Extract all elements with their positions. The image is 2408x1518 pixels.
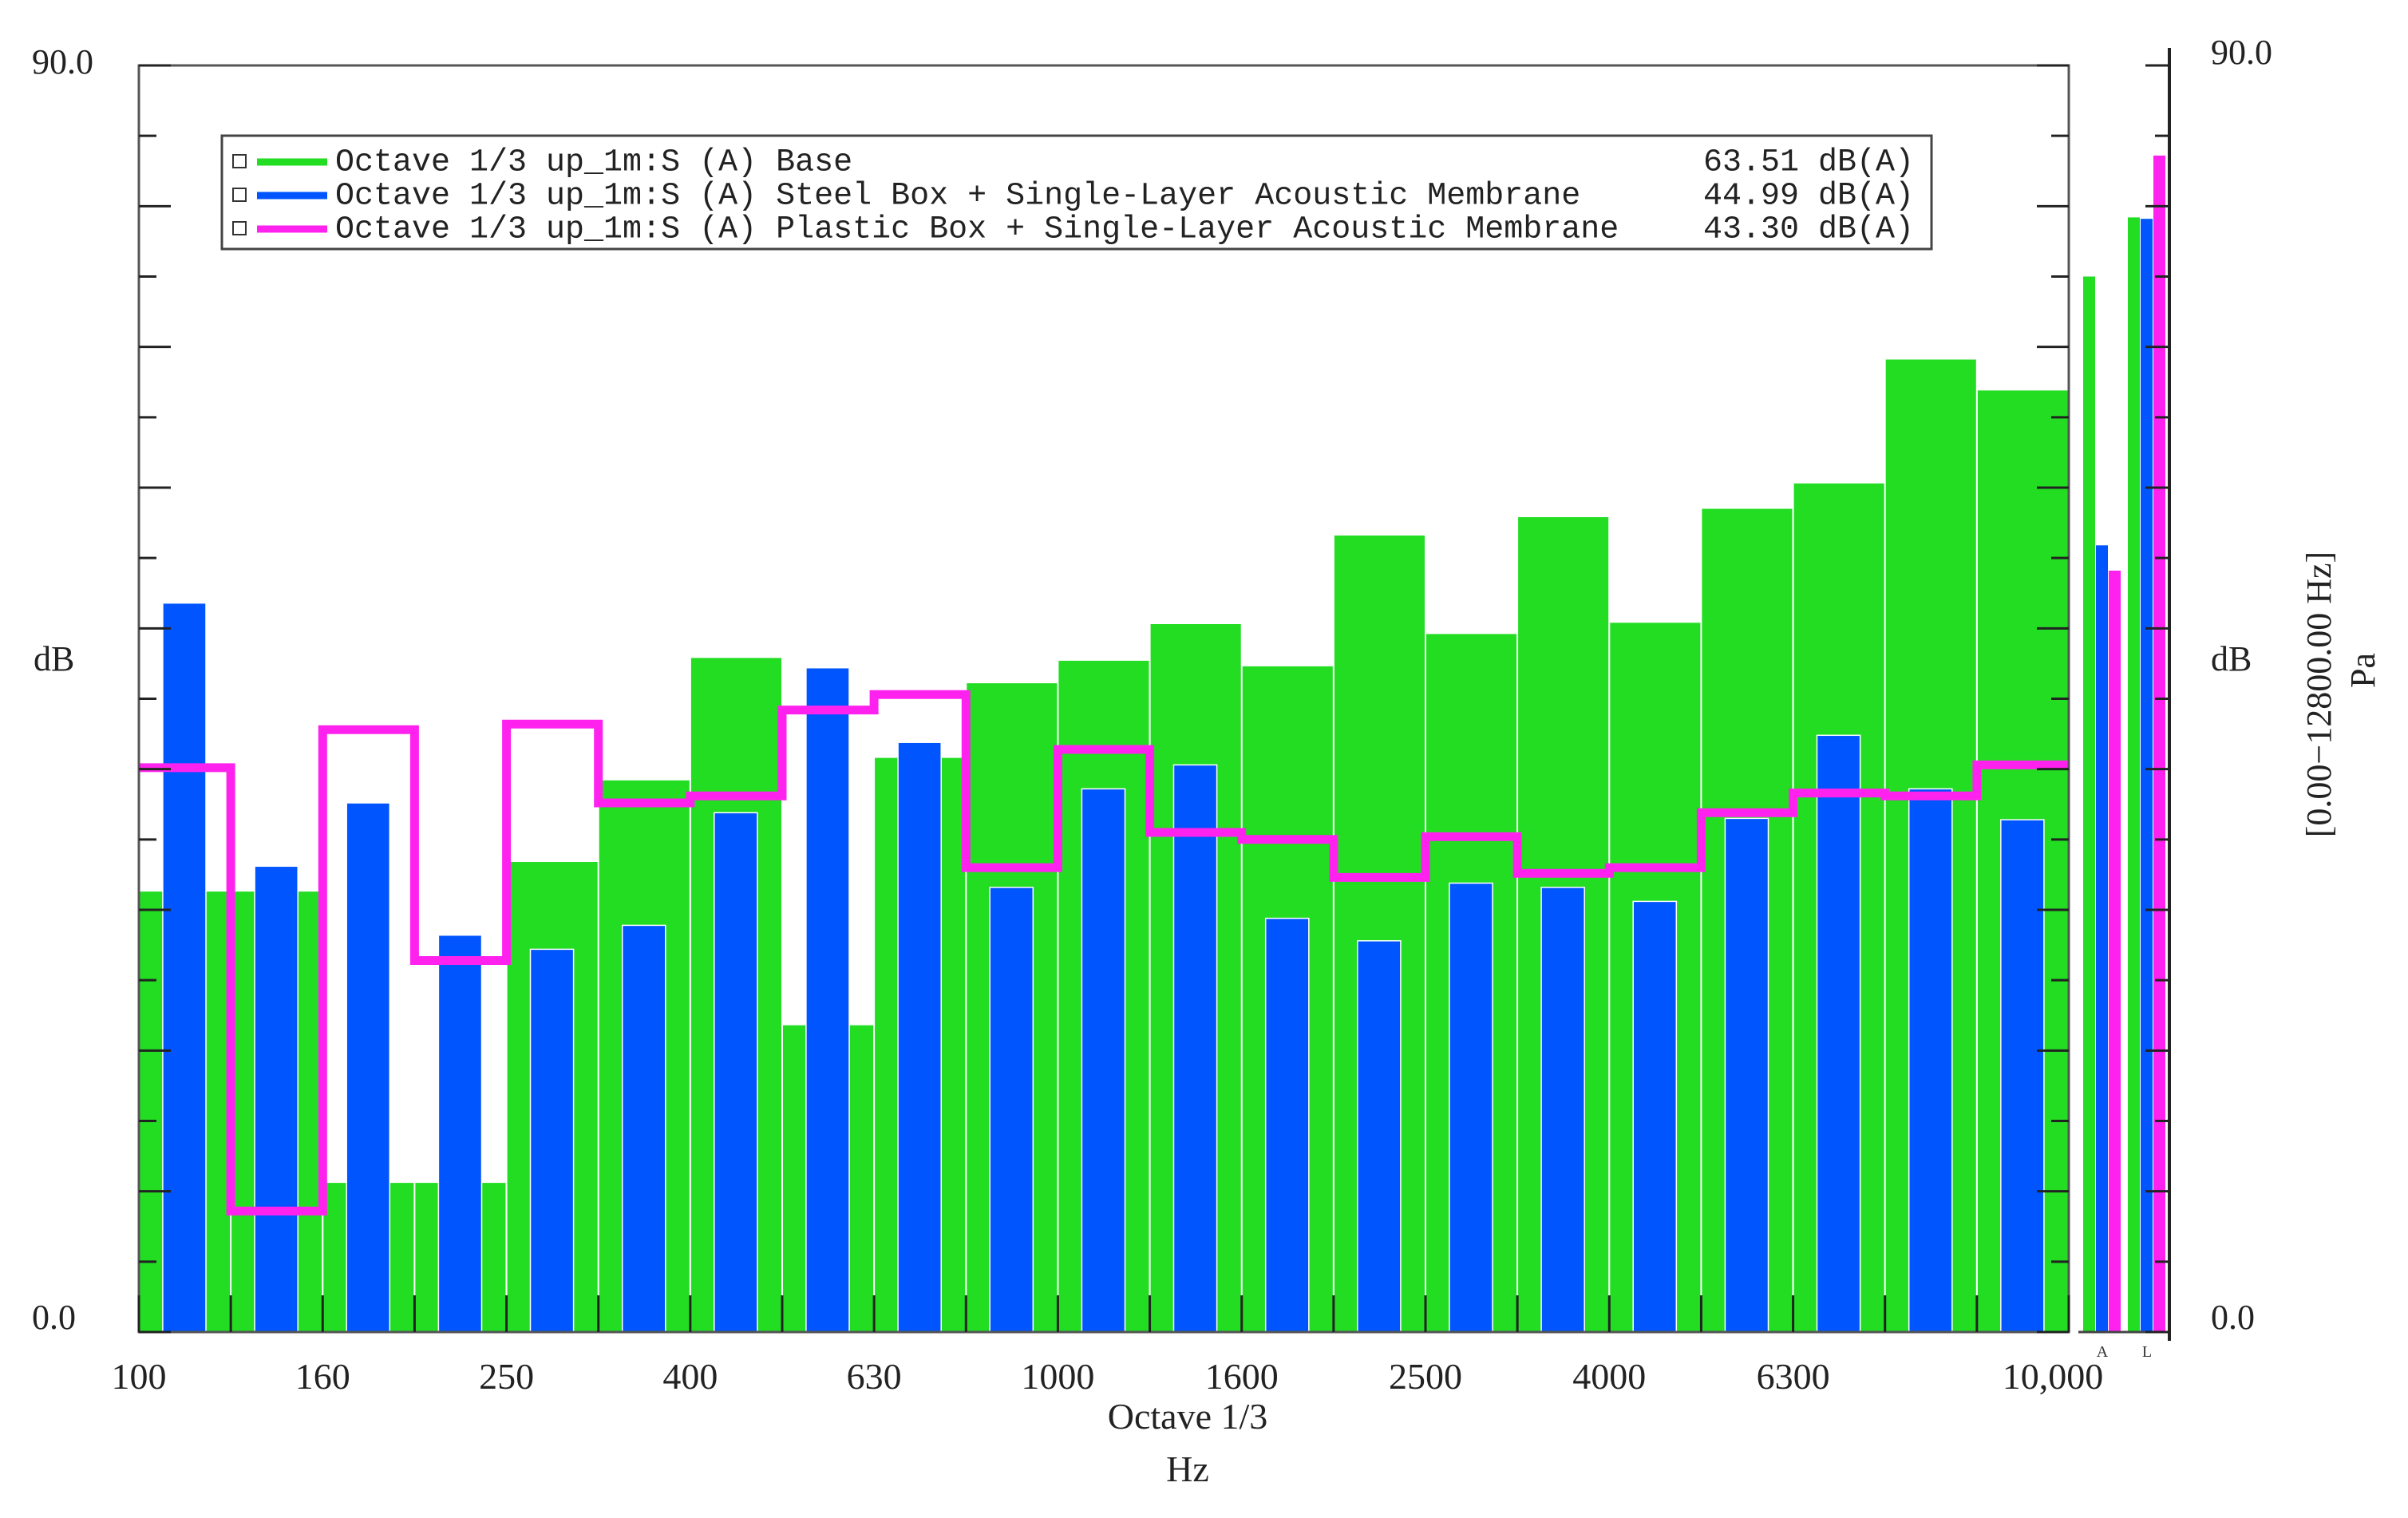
x-tick-label: 400	[662, 1356, 718, 1397]
overall-axis-ticks	[2145, 64, 2169, 1334]
bar-steel-box-250	[529, 948, 575, 1333]
bar-steel-box-200	[437, 934, 483, 1333]
legend-overall-value: 63.51 dB(A)	[1703, 145, 1914, 181]
x-tick-label: 250	[479, 1356, 534, 1397]
line-plastic-box	[139, 690, 2069, 1216]
overall-bar-L-0	[2128, 217, 2140, 1332]
overall-bars-layer	[2078, 155, 2169, 1334]
bar-steel-box-160	[346, 802, 391, 1333]
bar-steel-box-2000	[1357, 940, 1402, 1333]
bar-steel-box-5000	[1724, 817, 1769, 1333]
bar-steel-box-400	[714, 812, 758, 1333]
overall-bar-A-1	[2096, 545, 2108, 1332]
x-tick-label: 160	[295, 1356, 350, 1397]
overall-y-axis-min-label: 0.0	[2211, 1298, 2255, 1337]
bar-steel-box-8000	[1908, 788, 1953, 1333]
overall-bar-L-2	[2153, 155, 2165, 1332]
bar-steel-box-4000	[1632, 900, 1678, 1333]
bar-steel-box-1250	[1172, 764, 1218, 1333]
legend-checkbox[interactable]	[232, 188, 247, 202]
y-axis-min-label: 0.0	[32, 1298, 76, 1337]
x-tick-label: 100	[112, 1356, 167, 1397]
y-axis-max-label: 90.0	[32, 42, 93, 81]
overall-unit-label: Pa	[2343, 653, 2382, 688]
x-tick-label: 2500	[1389, 1356, 1462, 1397]
legend-checkbox[interactable]	[232, 221, 247, 235]
legend-label: Octave 1/3 up_1m:S (A) Steel Box + Singl…	[335, 179, 1580, 215]
bar-steel-box-500	[805, 666, 850, 1333]
overall-bar-A-0	[2083, 276, 2095, 1332]
bar-steel-box-1000	[1081, 788, 1126, 1333]
x-tick-label: 6300	[1757, 1356, 1830, 1397]
bar-steel-box-125	[254, 865, 299, 1333]
overall-bar-A-2	[2109, 571, 2121, 1332]
x-axis-title: Octave 1/3	[1108, 1396, 1268, 1437]
bar-steel-box-2500	[1449, 882, 1493, 1333]
x-tick-label: 10,000	[2003, 1356, 2104, 1397]
bar-steel-box-10,000	[2000, 819, 2045, 1333]
legend-box	[220, 134, 1933, 251]
bar-steel-box-1600	[1264, 917, 1310, 1333]
x-axis-unit: Hz	[1166, 1449, 1209, 1489]
bar-steel-box-800	[989, 887, 1034, 1333]
overall-y-axis-title: dB	[2211, 639, 2252, 678]
legend: Octave 1/3 up_1m:S (A) Base 63.51 dB(A) Oc…	[220, 134, 1933, 251]
main-bars-layer	[139, 359, 2069, 1333]
legend-label: Octave 1/3 up_1m:S (A) Plastic Box + Sin…	[335, 212, 1619, 248]
bar-steel-box-315	[621, 924, 666, 1333]
overall-frequency-range-label: [0.00−12800.00 Hz]	[2299, 551, 2339, 837]
y-axis-title: dB	[34, 639, 74, 678]
legend-overall-value: 43.30 dB(A)	[1703, 212, 1914, 248]
bar-steel-box-3150	[1540, 887, 1585, 1333]
overall-bar-L-1	[2141, 219, 2153, 1333]
x-tick-label: 1600	[1205, 1356, 1279, 1397]
bar-steel-box-6300	[1816, 734, 1861, 1333]
legend-overall-value: 44.99 dB(A)	[1703, 179, 1914, 215]
x-tick-label: 1000	[1021, 1356, 1094, 1397]
bar-steel-box-630	[897, 741, 942, 1333]
x-tick-label: 630	[847, 1356, 902, 1397]
main-y-ticks	[139, 64, 2069, 1334]
main-x-ticks	[137, 1295, 2070, 1332]
x-tick-label: 4000	[1572, 1356, 1646, 1397]
x-axis-tick-labels: 100 160 250 400 630 1000 1600 2500 4000 6300 10,00…	[112, 1356, 2104, 1397]
legend-checkbox[interactable]	[232, 154, 247, 168]
overall-category-label: L	[2142, 1343, 2152, 1361]
main-plot	[137, 64, 2070, 1334]
legend-label: Octave 1/3 up_1m:S (A) Base	[335, 145, 852, 181]
bar-steel-box-100	[162, 602, 207, 1333]
overall-category-label: A	[2097, 1343, 2109, 1361]
overall-y-axis-max-label: 90.0	[2211, 33, 2272, 72]
